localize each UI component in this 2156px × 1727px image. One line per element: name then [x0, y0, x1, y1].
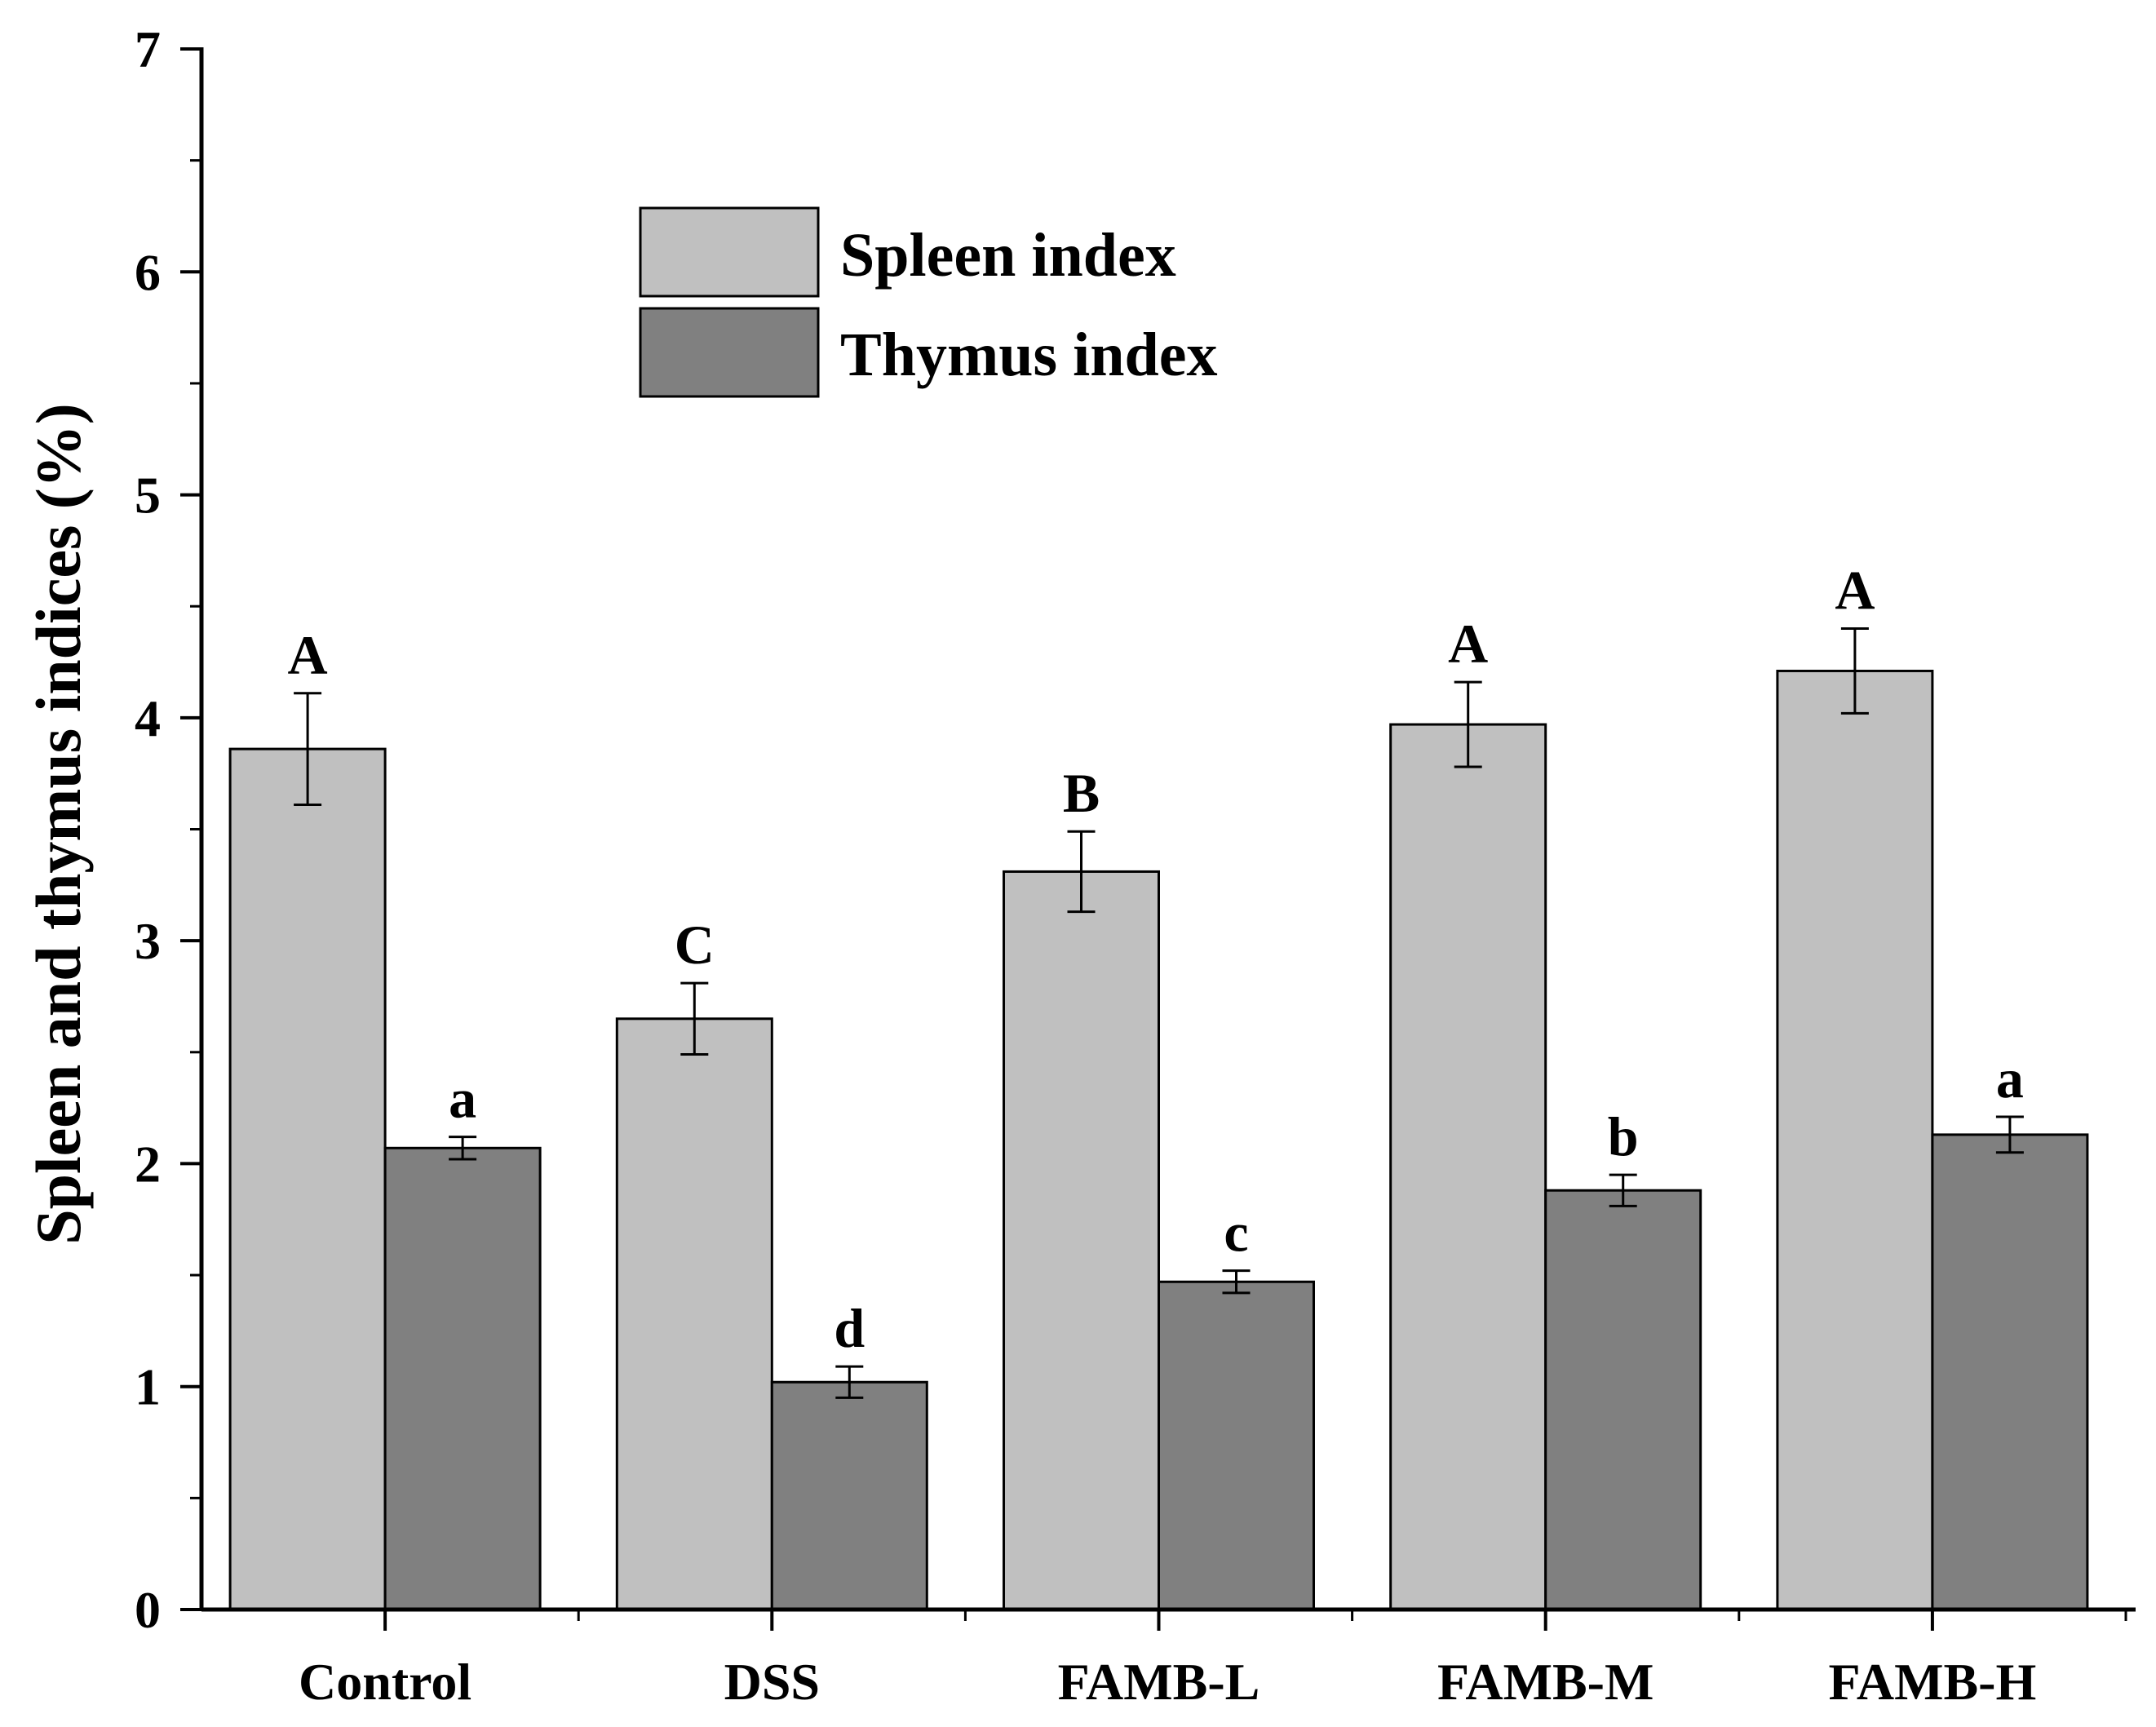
bar-spleen-index-control	[228, 747, 387, 1611]
y-tick-label-4: 4	[135, 689, 161, 747]
bar-spleen-index-famb-m	[1389, 723, 1547, 1611]
legend-swatch-spleen-index	[639, 206, 820, 298]
y-tick-label-3: 3	[135, 912, 161, 970]
bar-thymus-index-famb-l	[1158, 1280, 1315, 1611]
significance-letter-thymus-index-famb-l: c	[1224, 1202, 1248, 1264]
y-tick-label-7: 7	[135, 20, 161, 78]
significance-letter-spleen-index-dss: C	[675, 914, 715, 976]
x-tick-label-control: Control	[299, 1653, 471, 1711]
bar-thymus-index-famb-m	[1544, 1189, 1702, 1611]
significance-letter-thymus-index-famb-h: a	[1996, 1047, 2024, 1109]
y-tick-label-2: 2	[135, 1135, 161, 1193]
y-tick-label-5: 5	[135, 467, 161, 525]
y-axis-title: Spleen and thymus indices (%)	[23, 403, 94, 1245]
legend: Spleen index Thymus index	[639, 206, 1218, 398]
significance-letter-spleen-index-famb-m: A	[1448, 613, 1488, 675]
significance-letter-thymus-index-famb-m: b	[1608, 1105, 1639, 1167]
bar-thymus-index-dss	[770, 1380, 928, 1611]
y-tick-label-6: 6	[135, 243, 161, 301]
significance-letter-spleen-index-famb-l: B	[1063, 762, 1100, 824]
y-tick-label-0: 0	[135, 1581, 161, 1639]
legend-swatch-thymus-index	[639, 307, 820, 398]
significance-letter-thymus-index-dss: d	[834, 1297, 865, 1359]
legend-label-thymus-index: Thymus index	[840, 321, 1218, 389]
significance-letter-spleen-index-control: A	[288, 624, 328, 686]
bar-spleen-index-famb-h	[1776, 669, 1934, 1611]
bar-thymus-index-control	[383, 1146, 542, 1611]
significance-letter-thymus-index-control: a	[449, 1068, 476, 1130]
x-tick-label-famb-l: FAMB-L	[1058, 1653, 1260, 1711]
x-tick-label-dss: DSS	[724, 1653, 820, 1711]
x-tick-label-famb-h: FAMB-H	[1829, 1653, 2037, 1711]
legend-label-spleen-index: Spleen index	[840, 221, 1176, 290]
significance-letter-spleen-index-famb-h: A	[1835, 560, 1875, 622]
bar-spleen-index-famb-l	[1003, 870, 1160, 1611]
bar-thymus-index-famb-h	[1931, 1133, 2089, 1611]
bar-spleen-index-dss	[615, 1017, 773, 1611]
plot-area: A C B A Aa d c b a 0 1 2 3 4 5 6 7 Control DSS FAMB-L FAMB-M…	[135, 20, 2136, 1711]
x-tick-label-famb-m: FAMB-M	[1437, 1653, 1654, 1711]
y-tick-label-1: 1	[135, 1358, 161, 1416]
